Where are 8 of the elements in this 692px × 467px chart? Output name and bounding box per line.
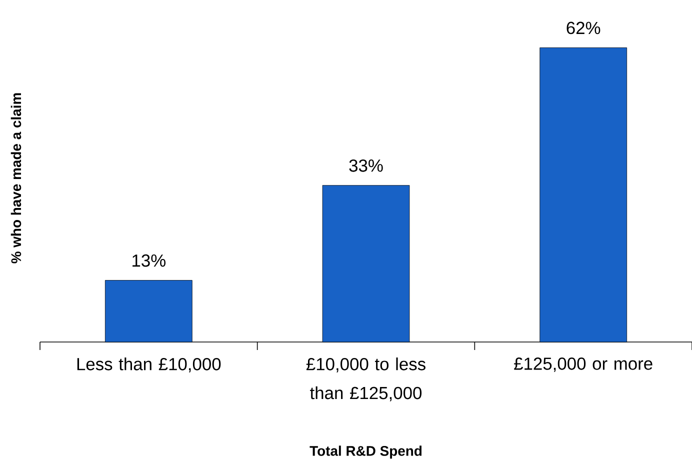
data-label: 33% <box>349 159 383 172</box>
x-tick-label: £10,000 to less than £125,000 <box>306 358 426 402</box>
data-label: 62% <box>566 22 600 34</box>
x-axis-title: Total R&D Spend <box>310 446 422 459</box>
x-tick-label: £125,000 or more <box>514 358 652 372</box>
x-tick-label: Less than £10,000 <box>77 358 221 372</box>
data-label: 13% <box>132 254 166 267</box>
y-axis-title: % who have made a claim <box>10 93 22 264</box>
